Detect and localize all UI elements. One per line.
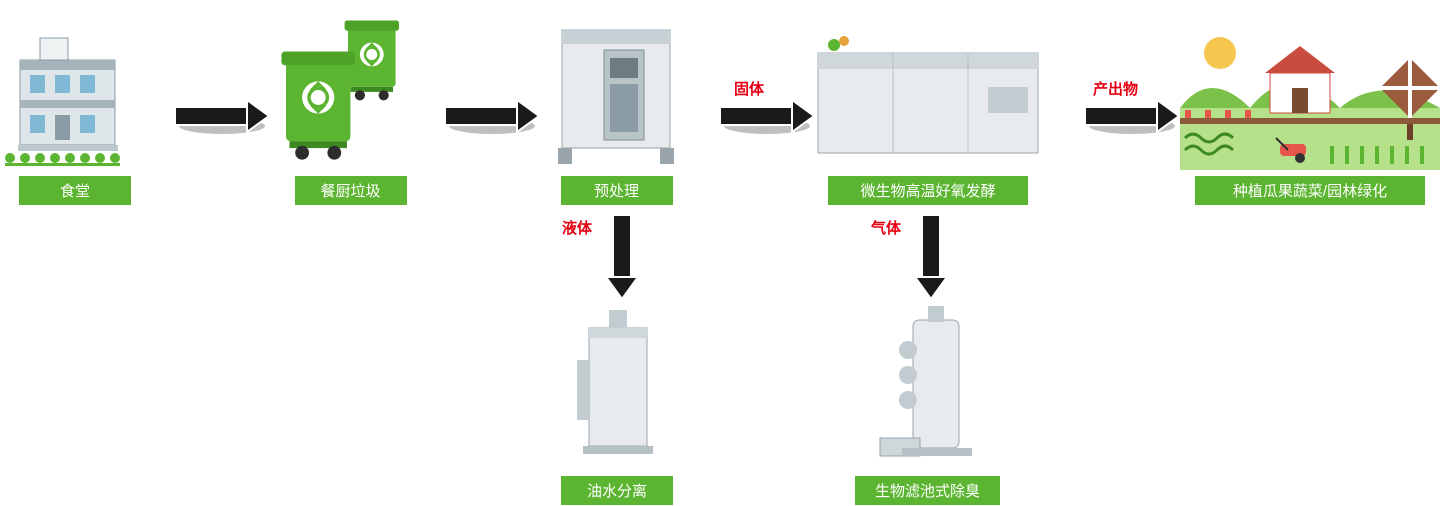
bins-icon xyxy=(278,12,423,170)
node-label: 餐厨垃圾 xyxy=(295,176,407,205)
node-label: 油水分离 xyxy=(561,476,673,505)
flow-node-n1: 食堂 xyxy=(0,20,150,205)
arrow-label: 产出物 xyxy=(1093,78,1138,99)
node-label: 食堂 xyxy=(19,176,131,205)
arrow-label: 液体 xyxy=(562,217,592,238)
farm-icon xyxy=(1180,18,1440,170)
flow-node-n3: 预处理 xyxy=(544,12,689,205)
node-label: 生物滤池式除臭 xyxy=(855,476,1000,505)
arrow-label: 气体 xyxy=(871,217,901,238)
flow-node-n4: 微生物高温好氧发酵 xyxy=(808,15,1048,205)
machine2-icon xyxy=(808,15,1048,170)
building-icon xyxy=(0,20,150,170)
flow-node-n7: 生物滤池式除臭 xyxy=(855,300,1000,505)
arrow-label: 固体 xyxy=(734,78,764,99)
tank2-icon xyxy=(858,300,998,470)
flow-node-n2: 餐厨垃圾 xyxy=(278,12,423,205)
arrow-a2 xyxy=(445,96,539,141)
machine1-icon xyxy=(544,12,689,170)
arrow-a5: 液体 xyxy=(602,215,642,304)
arrow-a4: 产出物 xyxy=(1085,96,1179,141)
arrow-a6: 气体 xyxy=(911,215,951,304)
arrow-a3: 固体 xyxy=(720,96,814,141)
node-label: 预处理 xyxy=(561,176,673,205)
flow-node-n6: 油水分离 xyxy=(547,300,687,505)
tank1-icon xyxy=(547,300,687,470)
arrow-a1 xyxy=(175,96,269,141)
node-label: 微生物高温好氧发酵 xyxy=(828,176,1028,205)
flow-node-n5: 种植瓜果蔬菜/园林绿化 xyxy=(1180,18,1440,205)
node-label: 种植瓜果蔬菜/园林绿化 xyxy=(1195,176,1425,205)
